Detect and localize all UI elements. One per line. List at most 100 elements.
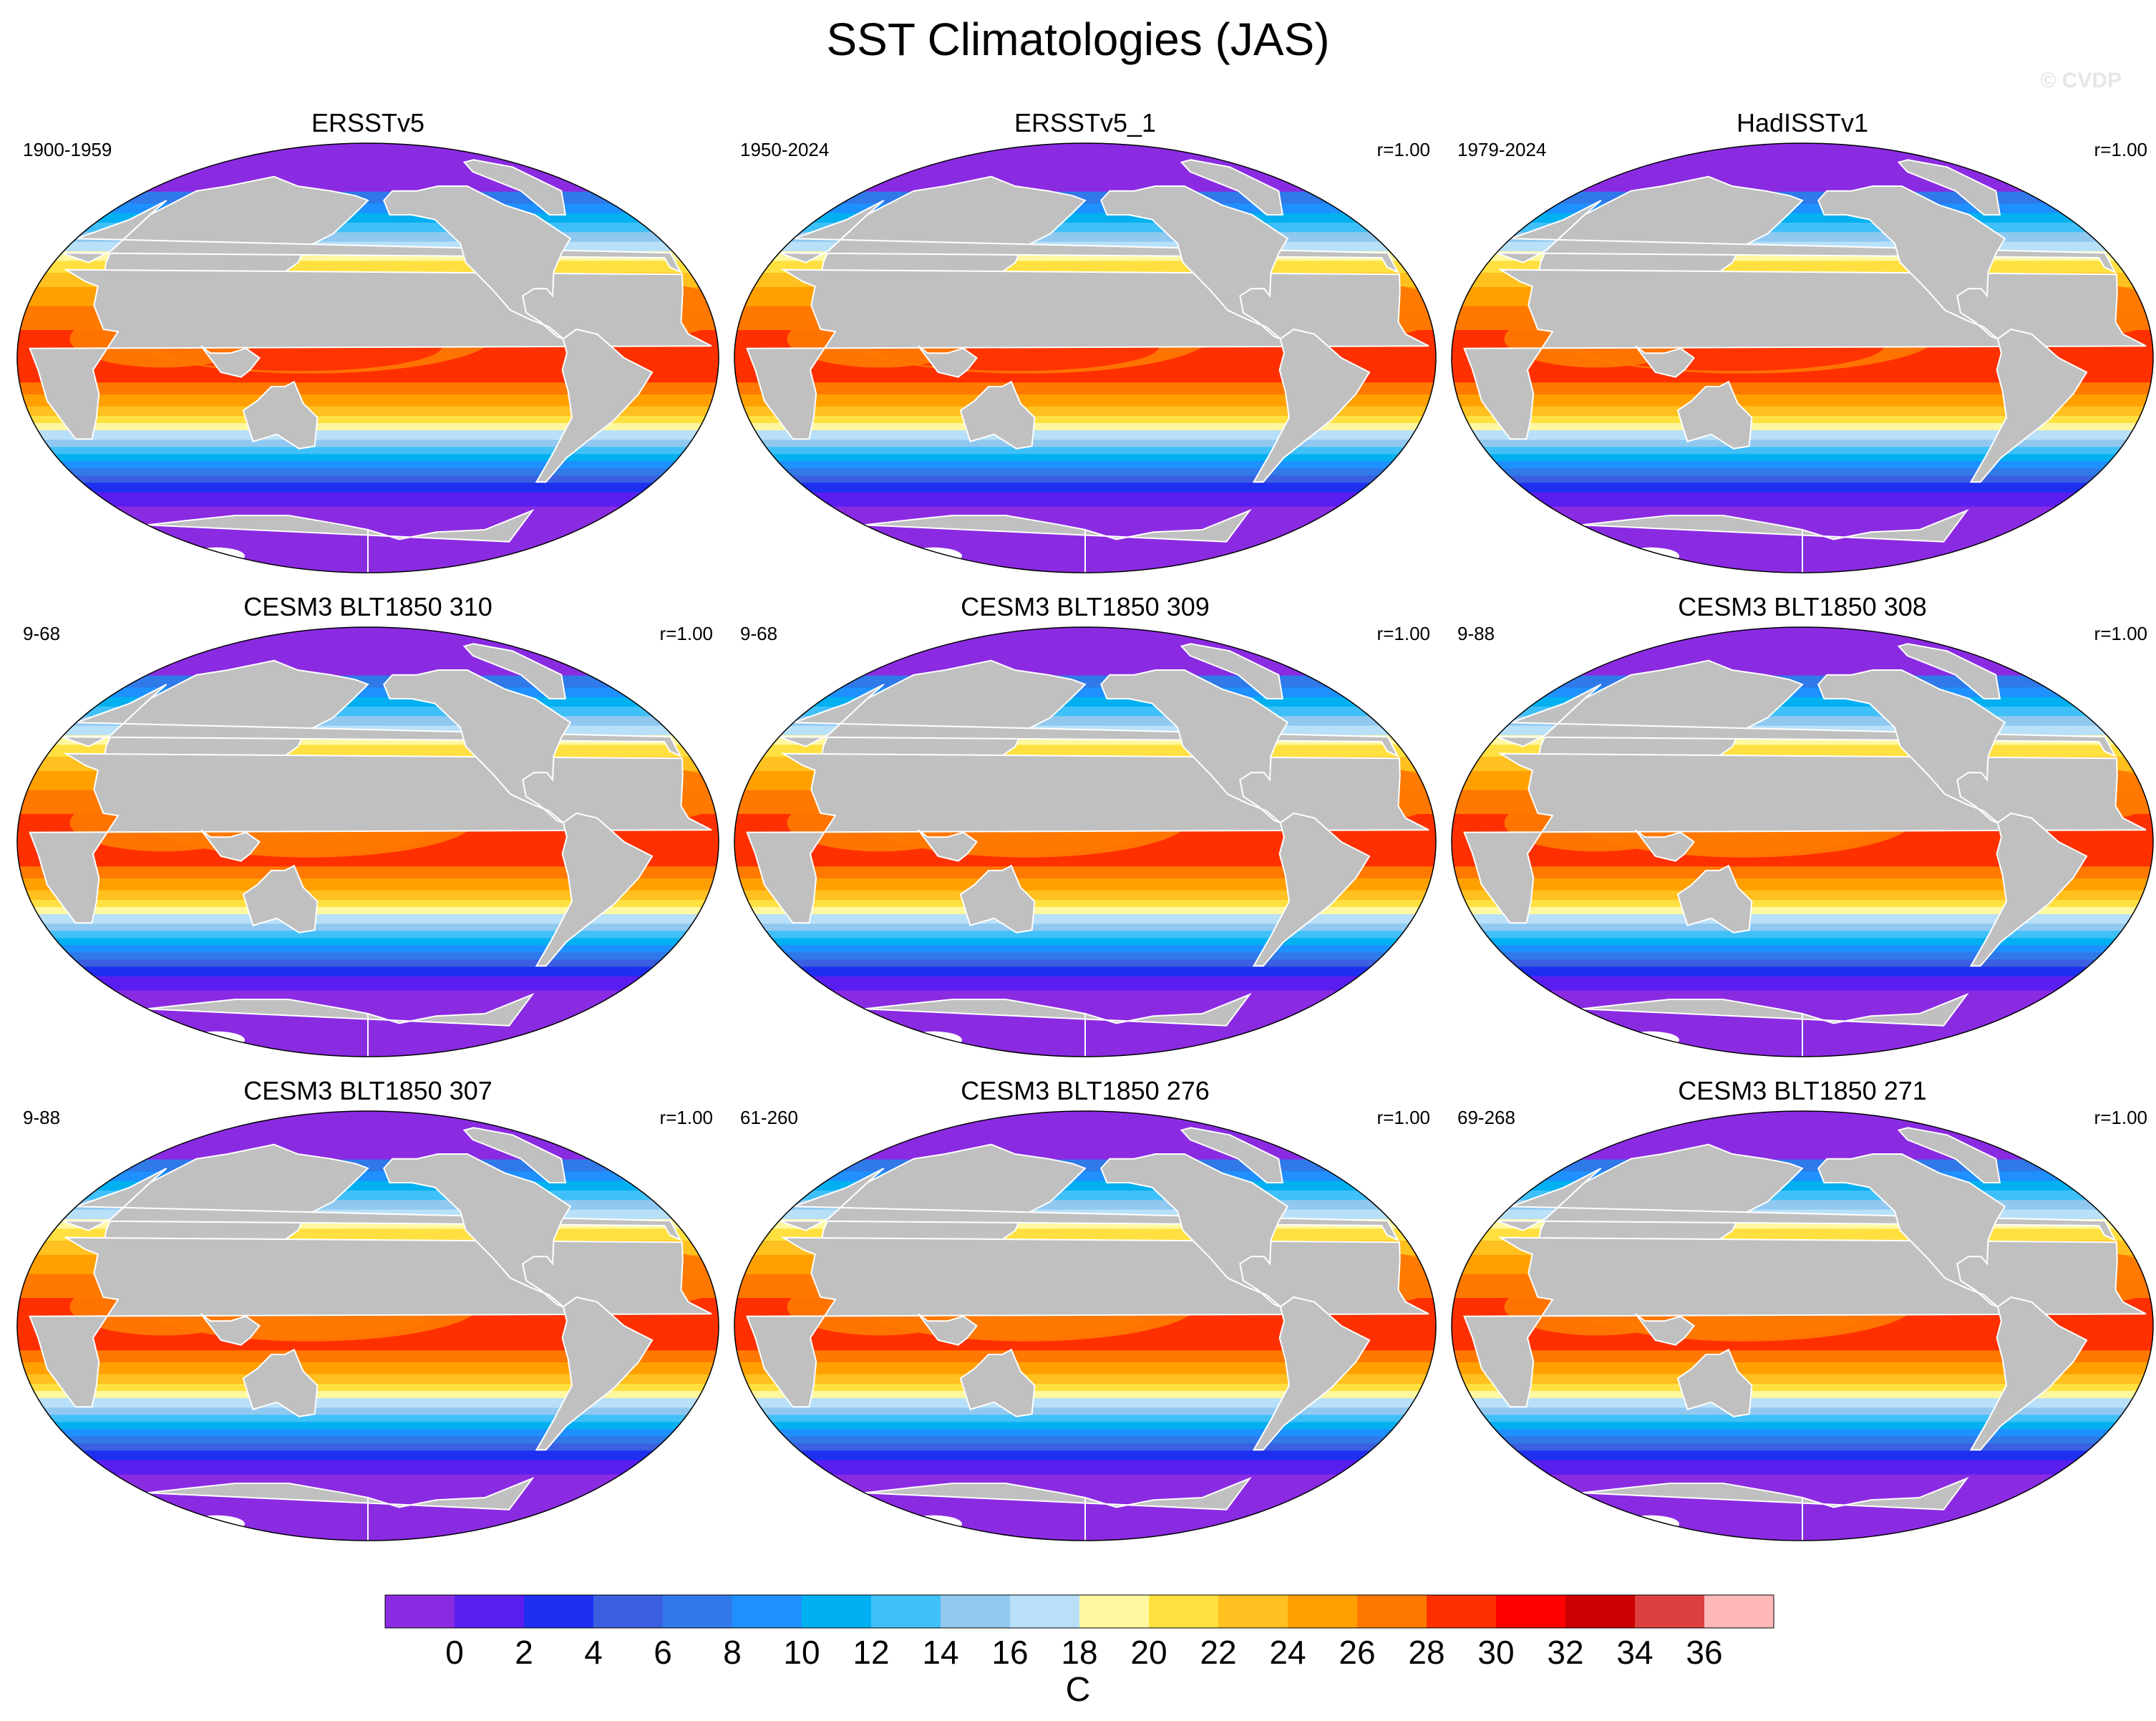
land-africa (1463, 1236, 2147, 1408)
map-svg (1451, 626, 2154, 1057)
land-greenland (1180, 1127, 1284, 1183)
sst-band (17, 1390, 719, 1398)
sst-band (17, 430, 719, 440)
map-svg (1451, 142, 2154, 573)
colorbar-segment (1288, 1595, 1357, 1628)
map-outline (1451, 142, 2154, 573)
sst-band (1452, 505, 2153, 573)
land-indonesia (1635, 1313, 1696, 1346)
sst-band (17, 899, 719, 907)
sst-band (1452, 1473, 2153, 1541)
map-outline (1451, 626, 2154, 1057)
colorbar-segment (663, 1595, 732, 1628)
land-samerica (535, 812, 654, 967)
sst-band (734, 1349, 1436, 1362)
sst-band (17, 913, 719, 924)
sst-band (734, 1362, 1436, 1375)
colorbar-segment (1704, 1595, 1774, 1628)
sst-band (1452, 1180, 2153, 1191)
ice-patch (1621, 1031, 1679, 1049)
map-panel: ERSSTv5 1900-1959 (10, 107, 726, 580)
colorbar-tick-label: 30 (1477, 1634, 1514, 1671)
land-samerica (1252, 812, 1371, 967)
page-title: SST Climatologies (JAS) (826, 14, 1330, 65)
sst-band (17, 937, 719, 946)
panel-title: ERSSTv5_1 (1014, 108, 1157, 137)
sst-band (734, 1421, 1436, 1430)
panel-title: CESM3 BLT1850 307 (243, 1076, 492, 1105)
map-outline (16, 1110, 719, 1541)
sst-band (17, 1459, 719, 1475)
colorbar-segment (1357, 1595, 1427, 1628)
sst-band (734, 212, 1436, 223)
sst-band (17, 453, 719, 462)
sst-band (17, 415, 719, 423)
map-svg (734, 626, 1437, 1057)
map-panel: CESM3 BLT1850 308 9-88 r=1.00 (1444, 591, 2156, 1064)
sst-band (1452, 1111, 2153, 1160)
sst-band (1452, 482, 2153, 493)
land-greenland (462, 1127, 567, 1183)
sst-band (17, 627, 719, 676)
colorbar-tick-label: 4 (584, 1634, 603, 1671)
map-svg (16, 142, 719, 573)
map-outline (734, 626, 1437, 1057)
sst-band (734, 405, 1436, 416)
sst-band (1452, 975, 2153, 991)
map-outline (16, 142, 719, 573)
sst-band (17, 674, 719, 688)
panel-period: 9-68 (740, 623, 778, 644)
panel-period: 61-260 (740, 1107, 798, 1128)
sst-band (17, 143, 719, 192)
sst-band (17, 190, 719, 204)
sst-band (734, 975, 1436, 991)
land-indonesia (918, 829, 979, 862)
map-panel: HadISSTv1 1979-2024 r=1.00 (1444, 107, 2156, 580)
map-outline (1451, 1110, 2154, 1541)
sst-band (734, 674, 1436, 688)
panel-title: CESM3 BLT1850 310 (243, 592, 492, 621)
land-namerica (1817, 185, 2006, 340)
sst-band (734, 453, 1436, 462)
sst-band (1452, 944, 2153, 953)
sst-band (734, 1428, 1436, 1437)
sst-band (1452, 475, 2153, 483)
sst-band (17, 1111, 719, 1160)
land-greenland (462, 643, 567, 699)
sst-band (1452, 491, 2153, 507)
land-namerica (383, 185, 572, 340)
sst-band (17, 696, 719, 707)
sst-band (734, 951, 1436, 960)
colorbar-segment (871, 1595, 941, 1628)
ice-patch (187, 1031, 245, 1049)
sst-band (1452, 1362, 2153, 1375)
map-panel: CESM3 BLT1850 276 61-260 r=1.00 (727, 1075, 1443, 1548)
colorbar-tick-label: 36 (1686, 1634, 1722, 1671)
sst-band (734, 696, 1436, 707)
sst-band (734, 889, 1436, 900)
sst-band (17, 491, 719, 507)
sst-band (734, 959, 1436, 967)
land-indonesia (1635, 829, 1696, 862)
sst-band (1452, 913, 2153, 924)
colorbar-segment (732, 1595, 802, 1628)
sst-band (1452, 405, 2153, 416)
panel-correlation: r=1.00 (1376, 139, 1430, 160)
sst-band (1452, 966, 2153, 976)
land-indonesia (200, 829, 261, 862)
colorbar-segment (455, 1595, 524, 1628)
sst-band (17, 1450, 719, 1460)
sst-band (734, 1383, 1436, 1391)
land-antarctica (1581, 1477, 1969, 1541)
colorbar-tick-label: 34 (1616, 1634, 1653, 1671)
colorbar-frame (384, 1594, 1774, 1629)
panel-title: HadISSTv1 (1736, 108, 1869, 137)
colorbar-segment (1427, 1595, 1496, 1628)
sst-band (17, 1349, 719, 1362)
sst-band (17, 1421, 719, 1430)
sst-band (734, 382, 1436, 394)
land-samerica (1969, 812, 2088, 967)
panel-period: 1950-2024 (740, 139, 830, 160)
sst-band (734, 906, 1436, 914)
sst-band (734, 1443, 1436, 1451)
